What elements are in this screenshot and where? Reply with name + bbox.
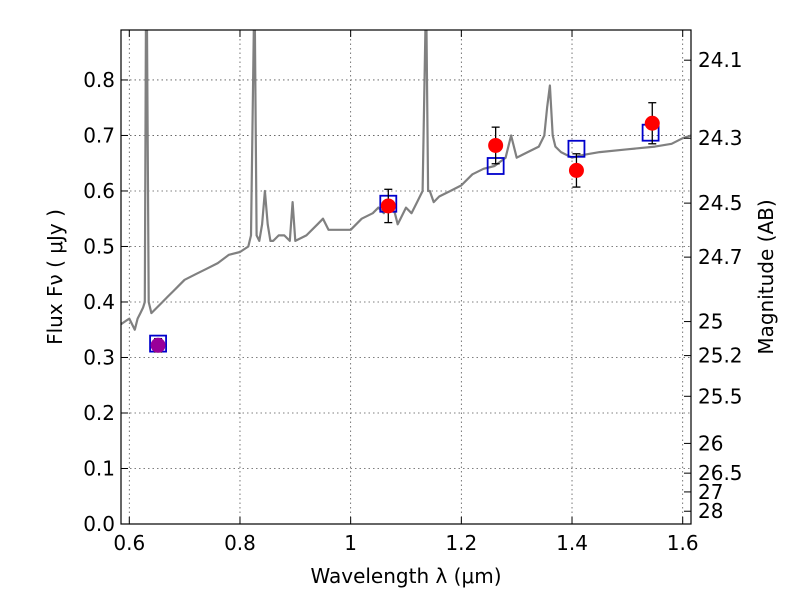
data-layer xyxy=(121,30,691,353)
x-tick-label-4: 1.4 xyxy=(556,531,588,555)
y-tick-label-3: 0.3 xyxy=(83,345,115,369)
observed-point-3-0 xyxy=(150,337,166,353)
x-axis-label: Wavelength λ (μm) xyxy=(310,564,501,588)
y-tick-label-8: 0.8 xyxy=(83,68,115,92)
observed-point-2-0 xyxy=(380,198,396,214)
y-tick-label-2: 0.2 xyxy=(83,401,115,425)
mag-tick-label-1: 24.3 xyxy=(698,126,743,150)
y-tick-label-4: 0.4 xyxy=(83,290,115,314)
observed-point-2-3 xyxy=(644,115,660,131)
mag-tick-label-8: 26.5 xyxy=(698,461,743,485)
y-tick-label-7: 0.7 xyxy=(83,123,115,147)
x-tick-label-3: 1.2 xyxy=(445,531,477,555)
plot-frame xyxy=(120,29,692,525)
y-axis-right-label: Magnitude (AB) xyxy=(754,199,778,354)
observed-point-2-2 xyxy=(568,162,584,178)
x-tick-label-5: 1.6 xyxy=(667,531,699,555)
mag-tick-label-3: 24.7 xyxy=(698,245,743,269)
mag-tick-label-7: 26 xyxy=(698,431,723,455)
mag-tick-label-9: 27 xyxy=(698,480,723,504)
observed-point-2-1 xyxy=(488,137,504,153)
y-axis-label: Flux Fν ( μJy ) xyxy=(43,209,67,345)
plot-frame-background xyxy=(121,30,691,524)
mag-tick-label-10: 28 xyxy=(698,499,723,523)
x-tick-label-1: 0.8 xyxy=(224,531,256,555)
y-tick-label-6: 0.6 xyxy=(83,179,115,203)
mag-tick-label-5: 25.2 xyxy=(698,344,743,368)
mag-tick-label-0: 24.1 xyxy=(698,48,743,72)
x-tick-label-2: 1 xyxy=(344,531,357,555)
tick-layer: 0.6 0.8 1 1.2 1.4 1.6 0.0 0.1 0.2 0.3 0.4 0.5 0.6 0.7… xyxy=(83,30,743,555)
mag-tick-label-4: 25 xyxy=(698,310,723,334)
mag-tick-label-6: 25.5 xyxy=(698,384,743,408)
y-tick-label-0: 0.0 xyxy=(83,512,115,536)
spectrum-line xyxy=(121,30,691,331)
y-tick-label-1: 0.1 xyxy=(83,456,115,480)
x-tick-label-0: 0.6 xyxy=(113,531,145,555)
mag-tick-label-2: 24.5 xyxy=(698,191,743,215)
y-tick-label-5: 0.5 xyxy=(83,234,115,258)
